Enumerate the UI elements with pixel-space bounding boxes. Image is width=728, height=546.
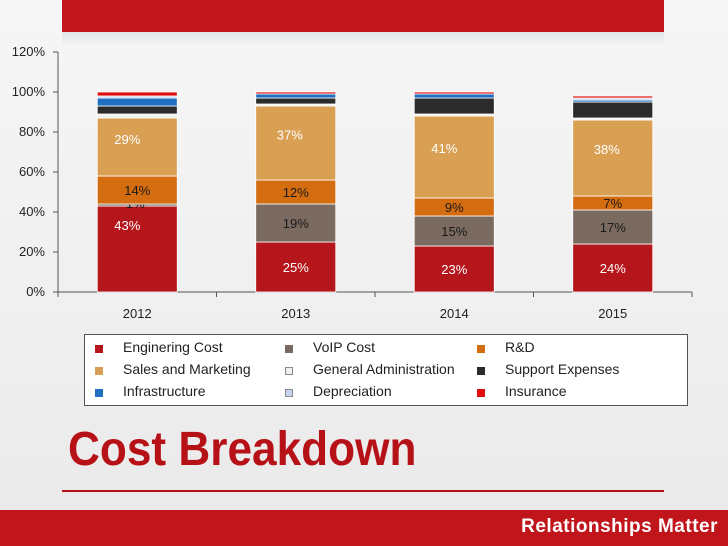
legend-label: R&D (505, 339, 535, 355)
legend-swatch (477, 345, 485, 353)
legend-swatch (95, 345, 103, 353)
bar-segment (96, 117, 178, 177)
bar-segment (96, 113, 178, 119)
stacked-bar-chart: 0% 20% 40% 60% 80% 100% 120% 2012 2013 2014 2015 43… (12, 44, 693, 321)
legend-label: Enginering Cost (123, 339, 223, 355)
top-banner (62, 0, 664, 32)
legend-label: Infrastructure (123, 383, 206, 399)
data-label: 24% (600, 261, 626, 276)
data-label: 19% (283, 216, 309, 231)
data-label: 12% (283, 185, 309, 200)
bar-segment (572, 95, 654, 99)
legend-swatch (285, 389, 293, 397)
legend-swatch (477, 389, 485, 397)
bar-segment (255, 179, 337, 205)
y-tick-label: 40% (19, 204, 45, 219)
bar-segment (572, 243, 654, 293)
legend-label: Insurance (505, 383, 567, 399)
data-label: 15% (441, 224, 467, 239)
legend-label: Support Expenses (505, 361, 620, 377)
footer-bar: Relationships Matter (0, 510, 728, 546)
y-tick-label: 60% (19, 164, 45, 179)
y-tick-label: 0% (26, 284, 45, 299)
bar-segment (255, 241, 337, 293)
y-tick-label: 100% (12, 84, 46, 99)
x-tick-label: 2012 (123, 306, 152, 321)
bar-segment (572, 209, 654, 245)
bar-segment (413, 115, 495, 199)
data-label: 37% (277, 127, 303, 142)
bar-segment (572, 101, 654, 119)
bar-segment (413, 91, 495, 95)
bar-segment (255, 97, 337, 105)
data-label: 14% (124, 183, 150, 198)
legend-label: Sales and Marketing (123, 361, 251, 377)
bar-segment (413, 245, 495, 293)
bar-segment (413, 215, 495, 247)
legend-label: VoIP Cost (313, 339, 376, 355)
legend-label: General Administration (313, 361, 455, 377)
slide-title: Cost Breakdown (68, 423, 417, 476)
data-label: 41% (431, 141, 457, 156)
bar-segment (96, 91, 178, 97)
chart-legend: Enginering Cost VoIP Cost R&D Sales and Mar… (84, 334, 688, 406)
data-label: 25% (283, 260, 309, 275)
data-label: 7% (603, 196, 622, 211)
bar-segment (96, 97, 178, 107)
x-tick-label: 2013 (281, 306, 310, 321)
legend-label: Depreciation (313, 383, 392, 399)
legend-swatch (95, 367, 103, 375)
top-banner-shadow (62, 32, 664, 46)
bar-segment (255, 91, 337, 95)
bar-segment (255, 105, 337, 181)
legend-swatch (285, 367, 293, 375)
bar-segment (572, 119, 654, 197)
legend-swatch (95, 389, 103, 397)
legend-swatch (477, 367, 485, 375)
y-tick-label: 80% (19, 124, 45, 139)
data-label: 29% (114, 132, 140, 147)
x-tick-label: 2015 (598, 306, 627, 321)
x-tick-label: 2014 (440, 306, 469, 321)
y-tick-label: 120% (12, 44, 46, 59)
bar-segment (255, 93, 337, 99)
legend-swatch (285, 345, 293, 353)
title-underline (62, 490, 664, 492)
data-label: 23% (441, 262, 467, 277)
data-label: 9% (445, 200, 464, 215)
data-label: 38% (594, 142, 620, 157)
bar-segment (96, 205, 178, 293)
bar-segment (96, 105, 178, 115)
bar-segment (413, 93, 495, 99)
bar-segment (413, 97, 495, 115)
footer-tagline: Relationships Matter (521, 516, 718, 537)
data-label: 43% (114, 218, 140, 233)
data-label: 17% (600, 220, 626, 235)
y-tick-label: 20% (19, 244, 45, 259)
